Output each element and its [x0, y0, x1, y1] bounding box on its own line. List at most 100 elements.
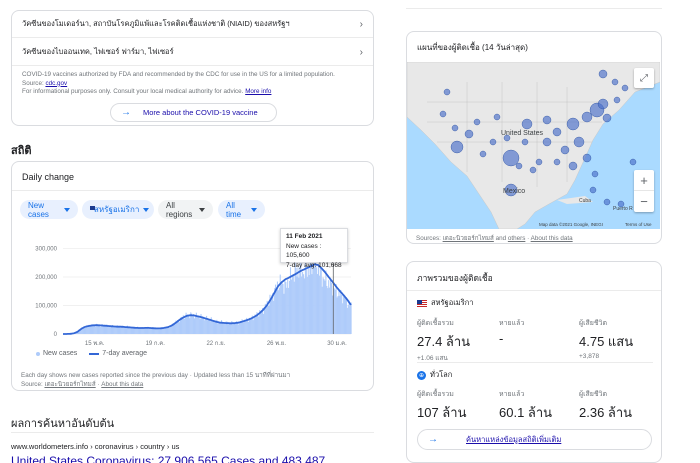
new-cases-bar	[280, 284, 282, 334]
new-cases-bar	[283, 293, 285, 334]
caret-down-icon	[199, 207, 205, 212]
case-bubble[interactable]	[629, 158, 637, 166]
case-bubble[interactable]	[560, 145, 570, 155]
case-bubble[interactable]	[582, 153, 592, 163]
case-bubble[interactable]	[451, 124, 459, 132]
chevron-right-icon: ›	[359, 18, 363, 30]
time-range-select[interactable]: All time	[218, 200, 265, 219]
new-cases-bar	[173, 324, 175, 334]
map-terms-link[interactable]: Terms of Use	[625, 222, 652, 227]
new-cases-bar	[261, 309, 263, 334]
new-cases-bar	[96, 323, 98, 334]
new-cases-bar	[319, 266, 321, 334]
new-cases-bar	[213, 320, 215, 334]
nyt-source-link[interactable]: เดอะนิวยอร์กไทมส์	[44, 380, 96, 388]
case-bubble[interactable]	[597, 98, 609, 110]
more-info-link[interactable]: More info	[245, 88, 272, 96]
new-cases-bar	[249, 318, 251, 334]
result-title-link[interactable]: United States Coronavirus: 27,906,565 Ca…	[11, 454, 339, 463]
case-bubble[interactable]	[521, 138, 529, 146]
daily-change-chart[interactable]: 300,000 200,000 100,000 0 15 พ.ค. 19 ก.ค. 22 …	[11, 226, 374, 366]
y-tick-label: 300,000	[35, 247, 57, 253]
new-cases-bar	[138, 328, 140, 334]
case-bubble[interactable]	[598, 69, 608, 79]
case-bubble[interactable]	[617, 200, 625, 208]
new-cases-bar	[335, 284, 337, 334]
new-cases-bar	[87, 325, 89, 334]
new-cases-bar	[303, 274, 305, 334]
case-bubble[interactable]	[529, 166, 537, 174]
new-cases-bar	[100, 325, 102, 334]
case-bubble[interactable]	[603, 198, 611, 206]
case-bubble[interactable]	[589, 186, 597, 194]
case-bubble[interactable]	[515, 162, 523, 170]
new-cases-bar	[305, 269, 307, 334]
case-bubble[interactable]	[443, 88, 451, 96]
new-cases-bar	[169, 325, 171, 334]
case-bubble[interactable]	[542, 115, 552, 125]
case-bubble[interactable]	[504, 183, 518, 197]
new-cases-bar	[222, 323, 224, 334]
more-vaccine-button[interactable]: → More about the COVID-19 vaccine	[110, 103, 277, 122]
new-cases-bar	[324, 280, 326, 334]
region-select[interactable]: สหรัฐอเมริกา	[82, 200, 154, 219]
case-bubble[interactable]	[521, 118, 533, 130]
case-bubble[interactable]	[493, 113, 501, 121]
new-cases-bar	[125, 327, 127, 334]
case-bubble[interactable]	[503, 134, 511, 142]
new-cases-bar	[254, 314, 256, 334]
new-cases-bar	[132, 326, 134, 334]
new-cases-bar	[127, 327, 129, 334]
case-bubble[interactable]	[602, 113, 612, 123]
case-bubble[interactable]	[568, 161, 578, 171]
case-bubble[interactable]	[552, 127, 562, 137]
case-bubble[interactable]	[464, 129, 474, 139]
new-cases-bar	[345, 297, 347, 334]
zoom-out-button[interactable]: −	[634, 191, 654, 211]
case-bubble[interactable]	[502, 149, 520, 167]
map-label-mexico: Mexico	[503, 188, 525, 195]
vaccine-item-pfizer[interactable]: วัคซีนของไบออนเทค, ไฟเซอร์ ฟาร์มา, ไฟเซอ…	[12, 39, 373, 66]
case-bubble[interactable]	[581, 111, 593, 123]
case-bubble[interactable]	[473, 118, 481, 126]
new-cases-bar	[272, 293, 274, 334]
new-cases-bar	[350, 302, 352, 334]
new-cases-bar	[164, 328, 166, 334]
map-about-link[interactable]: About this data	[530, 235, 573, 242]
vaccine-item-moderna[interactable]: วัคซีนของโมเดอร์นา, สถาบันโรคภูมิแพ้และโ…	[12, 11, 373, 38]
new-cases-bar	[194, 316, 196, 334]
map-source-nyt-link[interactable]: เดอะนิวยอร์กไทมส์	[442, 235, 494, 242]
about-data-link[interactable]: About this data	[101, 380, 144, 388]
subregion-select[interactable]: All regions	[158, 200, 213, 219]
cases-map[interactable]: United States Mexico Cuba Puerto R Map d…	[407, 62, 660, 229]
case-bubble[interactable]	[450, 140, 464, 154]
case-bubble[interactable]	[613, 96, 621, 104]
new-cases-bar	[80, 329, 82, 334]
new-cases-bar	[261, 308, 264, 334]
case-bubble[interactable]	[621, 84, 629, 92]
new-cases-bar	[195, 312, 197, 334]
case-bubble[interactable]	[479, 150, 487, 158]
new-cases-bar	[187, 314, 189, 334]
map-source-others-link[interactable]: others	[507, 235, 526, 242]
case-bubble[interactable]	[591, 170, 599, 178]
zoom-in-button[interactable]: +	[634, 170, 654, 191]
new-cases-bar	[269, 294, 271, 334]
case-bubble[interactable]	[489, 138, 497, 146]
new-cases-bar	[234, 323, 237, 334]
new-cases-bar	[245, 320, 247, 334]
source-link-cdc[interactable]: cdc.gov	[45, 79, 68, 87]
case-bubble[interactable]	[611, 78, 619, 86]
more-stats-button[interactable]: → ค้นหาแหล่งข้อมูลสถิติเพิ่มเติม	[417, 429, 652, 450]
world-stat-recovered: หายแล้ว 60.1 ล้าน	[499, 391, 553, 420]
fullscreen-button[interactable]: ⤢	[634, 68, 654, 88]
metric-select[interactable]: New cases	[20, 200, 78, 219]
case-bubble[interactable]	[573, 136, 585, 148]
new-cases-bar	[184, 317, 186, 334]
case-bubble[interactable]	[566, 117, 580, 131]
new-cases-bar	[142, 327, 144, 334]
case-bubble[interactable]	[553, 158, 561, 166]
case-bubble[interactable]	[535, 158, 543, 166]
case-bubble[interactable]	[439, 110, 447, 118]
case-bubble[interactable]	[542, 137, 552, 147]
